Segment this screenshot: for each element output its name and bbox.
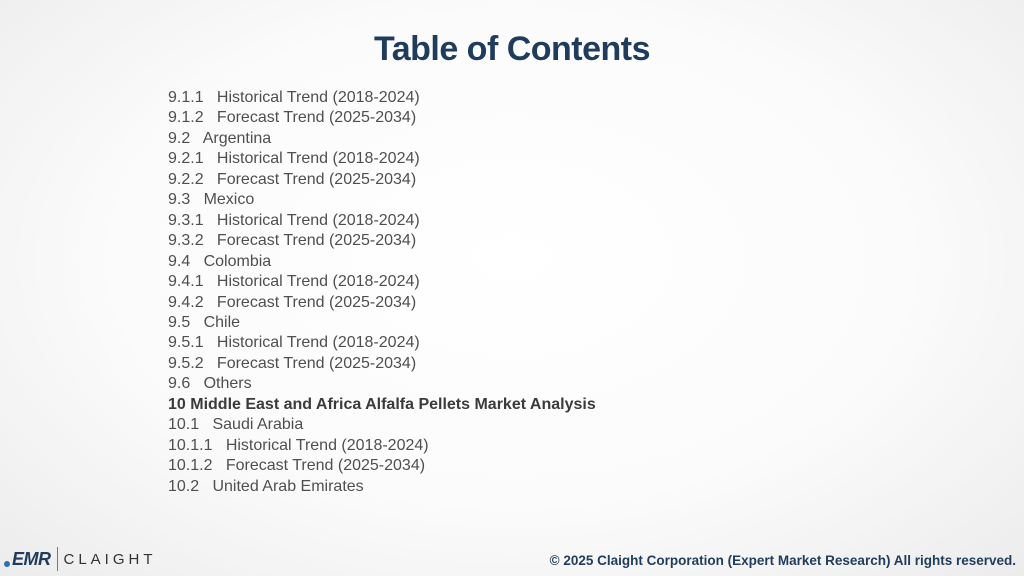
toc-item: 10.2 United Arab Emirates: [168, 477, 364, 495]
toc-item: 9.5.2 Forecast Trend (2025-2034): [168, 354, 417, 372]
toc-item: 9.2.2 Forecast Trend (2025-2034): [168, 170, 417, 188]
logo-emr-text: EMR: [12, 548, 51, 569]
logo-divider: [56, 547, 58, 571]
toc-list: 9.1.1 Historical Trend (2018-2024) 9.1.2…: [168, 88, 596, 497]
toc-item: 9.1.2 Forecast Trend (2025-2034): [168, 109, 417, 127]
toc-item: 10.1.2 Forecast Trend (2025-2034): [168, 457, 426, 475]
toc-item: 9.2.1 Historical Trend (2018-2024): [168, 150, 420, 168]
company-logo: EMR CLAIGHT: [4, 545, 157, 573]
page-title: Table of Contents: [373, 30, 651, 68]
toc-item: 9.4 Colombia: [168, 252, 272, 270]
toc-item: 9.4.1 Historical Trend (2018-2024): [168, 273, 420, 291]
toc-item: 9.6 Others: [168, 375, 252, 393]
toc-item: 9.3.2 Forecast Trend (2025-2034): [168, 232, 417, 250]
logo-claight-text: CLAIGHT: [63, 550, 157, 568]
footer-copyright: © 2025 Claight Corporation (Expert Marke…: [549, 553, 1016, 568]
toc-item: 9.4.2 Forecast Trend (2025-2034): [168, 293, 417, 311]
toc-item: 9.3 Mexico: [168, 191, 255, 209]
toc-item: 9.1.1 Historical Trend (2018-2024): [168, 89, 420, 106]
toc-item: 9.2 Argentina: [168, 129, 272, 147]
toc-item: 9.3.1 Historical Trend (2018-2024): [168, 211, 420, 229]
toc-item: 9.5 Chile: [168, 313, 241, 331]
toc-section-heading: 10 Middle East and Africa Alfalfa Pellet…: [168, 395, 596, 413]
emr-logo-icon: [4, 561, 10, 567]
toc-item: 9.5.1 Historical Trend (2018-2024): [168, 334, 420, 352]
toc-item: 10.1.1 Historical Trend (2018-2024): [168, 436, 429, 454]
toc-item: 10.1 Saudi Arabia: [168, 416, 304, 434]
